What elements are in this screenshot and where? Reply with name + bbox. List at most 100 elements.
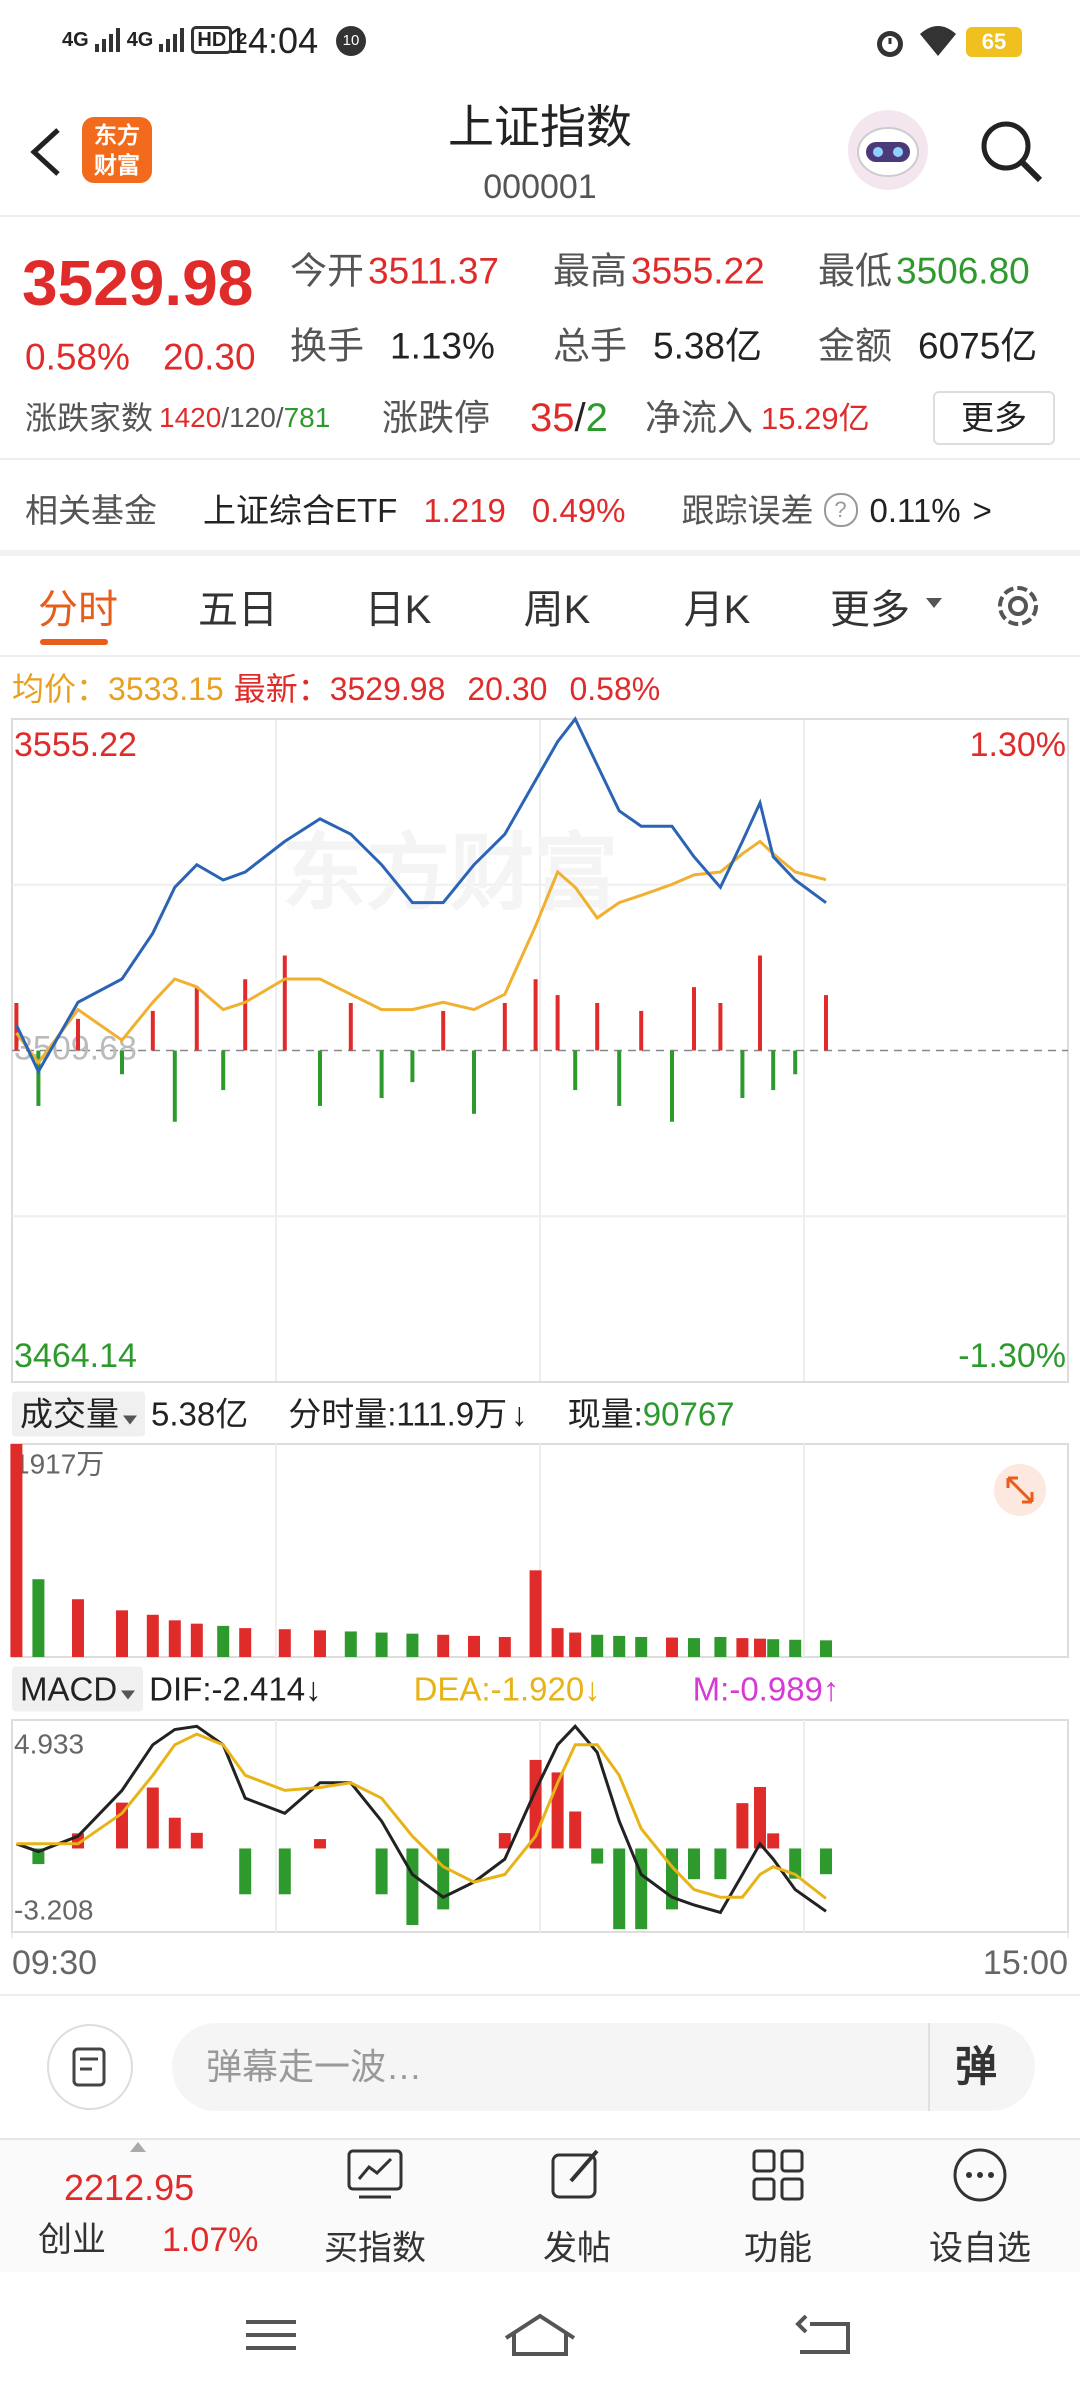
macd-bar (688, 1848, 700, 1880)
input-divider (928, 2023, 930, 2111)
volume-bar (314, 1630, 326, 1657)
logo-text: 东方 (94, 122, 140, 148)
flow-bar (194, 987, 199, 1051)
macd-bar (569, 1811, 582, 1849)
info-pct: 0.58% (569, 671, 661, 707)
notes-button[interactable] (46, 2023, 134, 2111)
tab[interactable]: 日K (364, 588, 432, 632)
volume-header: 成交量 5.38亿 分时量: 111.9万 ↓ 现量: 90767 (12, 1391, 735, 1437)
watchlist-icon[interactable] (950, 2145, 1010, 2205)
divider (0, 2138, 1080, 2140)
comment-placeholder: 弹幕走一波… (206, 2046, 423, 2087)
expand-icon (1006, 1476, 1034, 1504)
function-icon[interactable] (748, 2145, 808, 2205)
flow-bar (758, 955, 762, 1051)
menu-button[interactable] (246, 2320, 296, 2350)
buy-index-icon[interactable] (345, 2145, 405, 2205)
flow-bar (348, 1003, 353, 1051)
back-nav-button[interactable] (795, 2314, 850, 2354)
volume-bar (569, 1632, 582, 1657)
nav-item[interactable]: 功能 (744, 2229, 812, 2268)
macd-bar (714, 1848, 727, 1880)
volume-bar (736, 1638, 749, 1657)
quote-value: 5.38亿 (653, 325, 763, 367)
quote-item: 今开 3511.37 (290, 253, 499, 290)
status-signals: 4G 4G HD 2 (62, 26, 247, 54)
signal-label: 4G (62, 29, 89, 51)
back-button[interactable] (26, 126, 66, 178)
robot-avatar[interactable] (846, 108, 930, 192)
clock: 14:04 (228, 20, 319, 61)
quote-label: 今开 (290, 250, 364, 292)
macd-bar (767, 1833, 780, 1849)
index-value[interactable]: 2212.95 (64, 2167, 195, 2208)
tab[interactable]: 周K (523, 588, 591, 632)
volume-bar (168, 1620, 181, 1657)
macd-bar (591, 1848, 604, 1864)
last-label: 最新： (233, 671, 330, 707)
settings-button[interactable] (990, 578, 1046, 634)
volume-bar (32, 1579, 45, 1657)
divider (0, 1994, 1080, 1996)
fund-name[interactable]: 上证综合ETF (203, 491, 398, 529)
volume-bar (714, 1637, 727, 1657)
volume-bar (72, 1599, 84, 1657)
change-pct: 0.58% (25, 336, 130, 378)
y-tick-label: 3464.14 (14, 1337, 137, 1375)
y-tick-label: 3555.22 (14, 726, 137, 764)
macd-dropdown[interactable]: MACD (12, 1666, 144, 1712)
avg-value: 3533.15 (108, 671, 224, 707)
volume-dropdown[interactable]: 成交量 (12, 1391, 145, 1437)
quote-item: 最高 3555.22 (553, 253, 765, 290)
nav-item[interactable]: 买指数 (324, 2229, 426, 2268)
tab[interactable]: 分时 (38, 588, 118, 632)
change: 20.30 (163, 336, 256, 378)
danmaku-button[interactable]: 弹 (955, 2043, 998, 2090)
help-icon[interactable]: ? (823, 493, 858, 527)
dif-line (15, 1724, 827, 1915)
now-volume: 90767 (642, 1395, 735, 1433)
up-indicator (130, 2142, 146, 2152)
flow-bar (740, 1050, 745, 1098)
nav-item[interactable]: 发帖 (543, 2229, 611, 2268)
macd-bar (314, 1839, 326, 1849)
y2-tick-label: -1.30% (958, 1337, 1066, 1375)
page-title: 上证指数 (448, 101, 632, 153)
alarm-icon (877, 31, 903, 57)
macd-bar (437, 1848, 450, 1910)
breadth-label: 涨跌家数 (25, 400, 154, 436)
tab-indicator (40, 639, 108, 645)
stock-code: 000001 (483, 168, 597, 206)
volume-bar (278, 1629, 291, 1657)
y-tick-label: -3.208 (14, 1894, 93, 1925)
more-button[interactable]: 更多 (933, 391, 1055, 445)
fund-arrow[interactable]: > (972, 491, 992, 529)
flow-bar (502, 1003, 507, 1051)
tab[interactable]: 更多 (830, 588, 910, 632)
y-tick-label: 4.933 (14, 1728, 84, 1759)
comment-input[interactable] (172, 2023, 1035, 2111)
tab[interactable]: 月K (683, 588, 751, 632)
x-tick-label: 09:30 (12, 1944, 97, 1982)
flow-bar (318, 1050, 322, 1106)
macd-header: MACD DIF:-2.414↓ DEA:-1.920↓ M:-0.989↑ (12, 1666, 839, 1712)
volume-bar (375, 1632, 388, 1657)
dropdown-arrow (121, 1690, 136, 1700)
search-button[interactable] (978, 118, 1046, 186)
home-button[interactable] (504, 2313, 576, 2356)
info-line: 均价： 3533.15 最新： 3529.98 20.30 0.58% (12, 673, 660, 705)
app-logo[interactable]: 东方 财富 (82, 117, 152, 183)
nav-item[interactable]: 设自选 (929, 2229, 1031, 2268)
breadth-down: 781 (283, 402, 331, 433)
quote-label: 金额 (818, 325, 892, 367)
inflow-label: 净流入 (645, 397, 754, 438)
post-icon[interactable] (547, 2145, 607, 2205)
index-name[interactable]: 创业 (38, 2221, 106, 2259)
breadth: 涨跌家数 1420 /120/ 781 (25, 402, 330, 434)
volume-bar (635, 1637, 648, 1657)
limit: 涨跌停 35 / 2 (382, 398, 608, 438)
volume-bar (498, 1637, 511, 1657)
signal-label: 4G (126, 29, 154, 51)
tab[interactable]: 五日 (198, 588, 278, 632)
index-pct[interactable]: 1.07% (162, 2221, 259, 2259)
